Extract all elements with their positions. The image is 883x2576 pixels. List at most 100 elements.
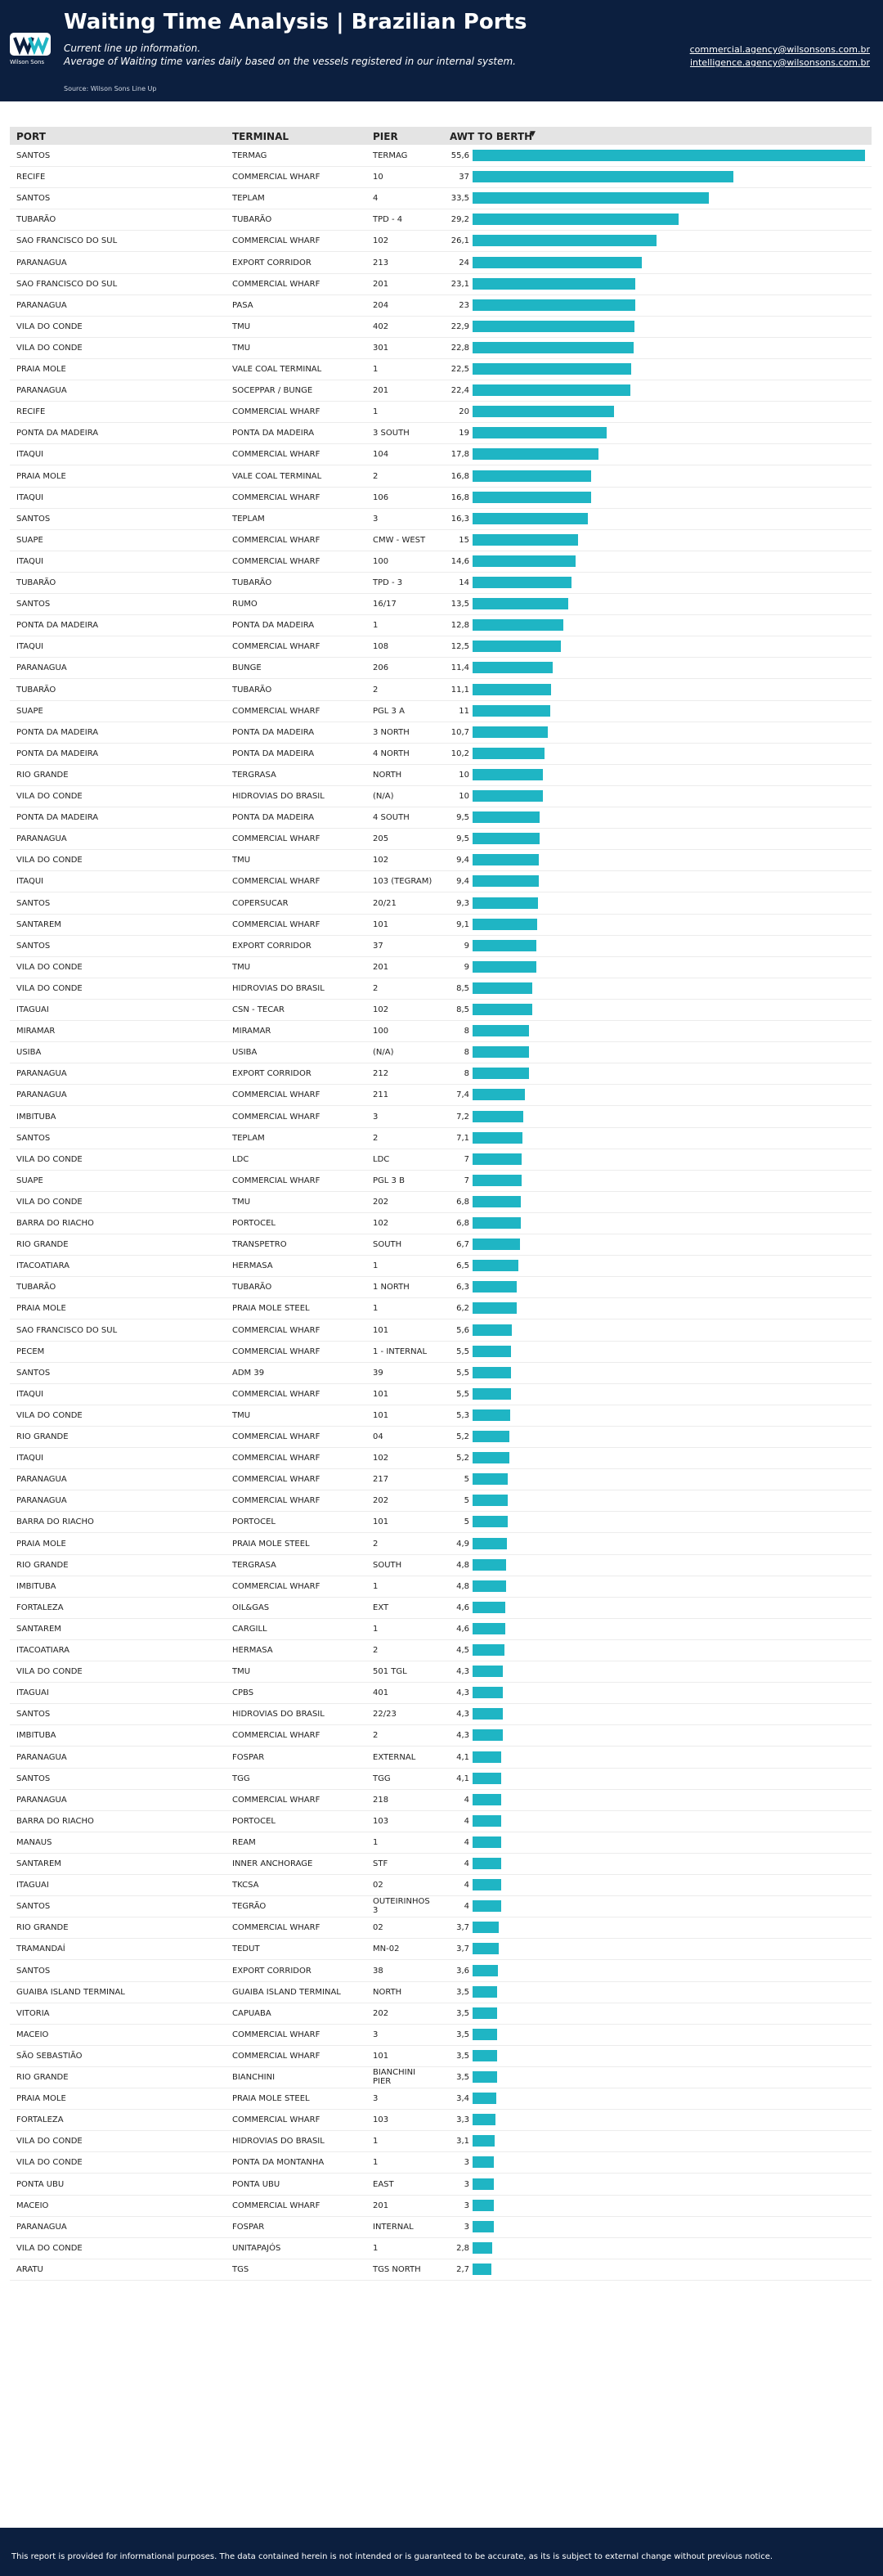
port: ITAQUI xyxy=(16,877,44,887)
awt-value: 10 xyxy=(459,792,469,801)
port: SÃO SEBASTIÃO xyxy=(16,2051,83,2061)
pier: 20/21 xyxy=(373,898,397,908)
awt-value: 7,1 xyxy=(456,1133,469,1143)
port: VILA DO CONDE xyxy=(16,343,83,353)
column-header[interactable]: PORT xyxy=(16,131,46,142)
pier: NORTH xyxy=(373,770,402,780)
awt-value: 3,5 xyxy=(456,2051,469,2061)
port: MIRAMAR xyxy=(16,1027,56,1036)
awt-value: 5,2 xyxy=(456,1454,469,1463)
terminal: BUNGE xyxy=(232,663,262,673)
awt-bar xyxy=(473,1025,530,1037)
port: SAO FRANCISCO DO SUL xyxy=(16,1325,118,1335)
awt-value: 16,8 xyxy=(450,492,469,502)
pier: 103 xyxy=(373,1816,389,1826)
table-row: SANTOS TEPLAM 3 16,3 xyxy=(10,508,872,530)
awt-bar xyxy=(473,939,536,951)
column-header[interactable]: TERMINAL xyxy=(232,131,289,142)
pier: 103 (TEGRAM) xyxy=(373,877,433,887)
awt-value: 5,5 xyxy=(456,1368,469,1378)
port: ITAQUI xyxy=(16,1454,44,1463)
pier: TERMAG xyxy=(373,151,408,160)
table-row: RIO GRANDE COMMERCIAL WHARF 02 3,7 xyxy=(10,1917,872,1940)
terminal: COMMERCIAL WHARF xyxy=(232,1176,320,1185)
awt-bar xyxy=(473,427,607,439)
port: ITAQUI xyxy=(16,642,44,652)
column-header[interactable]: PIER xyxy=(373,131,398,142)
port: RECIFE xyxy=(16,407,46,417)
table-row: IMBITUBA COMMERCIAL WHARF 3 7,2 xyxy=(10,1106,872,1128)
pier: 213 xyxy=(373,258,389,267)
terminal: CAPUABA xyxy=(232,2008,271,2018)
port: PECEM xyxy=(16,1346,45,1356)
table-row: PONTA DA MADEIRA PONTA DA MADEIRA 4 NORTH 1… xyxy=(10,743,872,765)
pier: 202 xyxy=(373,1197,389,1207)
pier: STF xyxy=(373,1859,388,1868)
pier: 217 xyxy=(373,1475,389,1485)
terminal: HIDROVIAS DO BRASIL xyxy=(232,2137,325,2147)
port: RIO GRANDE xyxy=(16,1923,69,1933)
pier: 2 xyxy=(373,983,379,993)
pier: 100 xyxy=(373,1027,389,1036)
subtitle: Current line up information. xyxy=(64,43,201,54)
awt-value: 9,4 xyxy=(456,856,469,865)
awt-bar xyxy=(473,790,544,802)
table-row: ITAQUI COMMERCIAL WHARF 101 5,5 xyxy=(10,1383,872,1405)
port: FORTALEZA xyxy=(16,1603,64,1612)
port: ITACOATIARA xyxy=(16,1261,69,1271)
port: BARRA DO RIACHO xyxy=(16,1517,94,1527)
awt-value: 4 xyxy=(464,1859,469,1868)
awt-value: 14 xyxy=(459,578,469,587)
awt-bar xyxy=(473,1068,530,1080)
terminal: RUMO xyxy=(232,600,258,609)
awt-bar xyxy=(473,512,588,524)
terminal: EXPORT CORRIDOR xyxy=(232,1069,312,1079)
table-row: PARANAGUA BUNGE 206 11,4 xyxy=(10,657,872,680)
pier: 1 xyxy=(373,1581,379,1591)
port: ITAGUAI xyxy=(16,1881,49,1890)
table-row: VILA DO CONDE HIDROVIAS DO BRASIL 2 8,5 xyxy=(10,978,872,1000)
awt-bar xyxy=(473,1879,501,1891)
table-row: PRAIA MOLE PRAIA MOLE STEEL 1 6,2 xyxy=(10,1297,872,1320)
terminal: LDC xyxy=(232,1154,249,1164)
port: PONTA DA MADEIRA xyxy=(16,813,99,823)
port: VILA DO CONDE xyxy=(16,1410,83,1420)
awt-bar xyxy=(473,171,734,183)
column-header[interactable]: AWT TO BERTH xyxy=(450,131,533,142)
header: Wilson Sons Waiting Time Analysis | Braz… xyxy=(0,0,883,101)
title: Waiting Time Analysis | Brazilian Ports xyxy=(64,10,527,34)
awt-bar xyxy=(473,1751,502,1763)
table-row: TUBARÃO TUBARÃO TPD - 3 14 xyxy=(10,572,872,594)
awt-bar xyxy=(473,1580,507,1592)
table-row: ITACOATIARA HERMASA 2 4,5 xyxy=(10,1639,872,1661)
table-row: ITAQUI COMMERCIAL WHARF 103 (TEGRAM) 9,4 xyxy=(10,870,872,893)
awt-value: 12,8 xyxy=(450,621,469,631)
table-row: SANTOS TEPLAM 2 7,1 xyxy=(10,1127,872,1149)
terminal: COMMERCIAL WHARF xyxy=(232,1795,320,1805)
awt-value: 7 xyxy=(464,1176,469,1185)
email[interactable]: commercial.agency@wilsonsons.com.br xyxy=(689,44,870,55)
port: PRAIA MOLE xyxy=(16,471,66,481)
pier: SOUTH xyxy=(373,1240,402,1250)
pier: (N/A) xyxy=(373,792,394,801)
awt-bar xyxy=(473,1260,519,1272)
pier: 16/17 xyxy=(373,600,397,609)
terminal: MIRAMAR xyxy=(232,1027,271,1036)
terminal: COPERSUCAR xyxy=(232,898,289,908)
email[interactable]: intelligence.agency@wilsonsons.com.br xyxy=(689,57,870,68)
awt-bar xyxy=(473,533,579,546)
pier: 201 xyxy=(373,279,389,289)
awt-value: 4 xyxy=(464,1837,469,1847)
awt-bar xyxy=(473,1281,518,1293)
port: SANTOS xyxy=(16,1966,51,1976)
awt-value: 19 xyxy=(459,429,469,438)
terminal: COMMERCIAL WHARF xyxy=(232,1389,320,1399)
table-row: PONTA DA MADEIRA PONTA DA MADEIRA 1 12,8 xyxy=(10,614,872,637)
sort-icon[interactable]: ▼ xyxy=(530,130,536,138)
terminal: TMU xyxy=(232,1197,251,1207)
port: RIO GRANDE xyxy=(16,770,69,780)
pier: (N/A) xyxy=(373,1048,394,1058)
pier: 3 SOUTH xyxy=(373,429,410,438)
terminal: CARGILL xyxy=(232,1624,267,1634)
table-row: PONTA DA MADEIRA PONTA DA MADEIRA 4 SOUTH 9… xyxy=(10,807,872,829)
